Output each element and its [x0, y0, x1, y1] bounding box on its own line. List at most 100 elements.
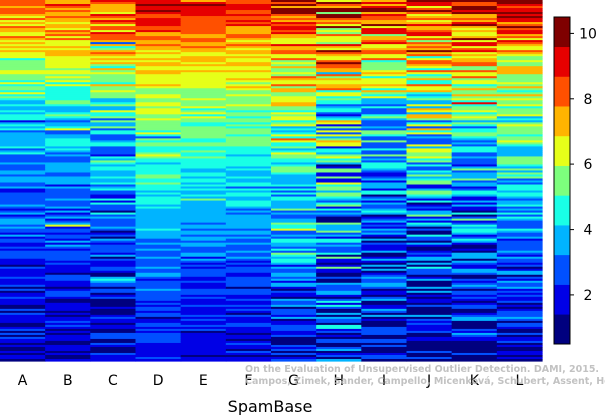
- heatmap-cell: [180, 190, 227, 194]
- heatmap-cell: [180, 158, 227, 162]
- heatmap-cell: [90, 104, 137, 107]
- heatmap-cell: [45, 248, 91, 252]
- heatmap-cell: [361, 74, 408, 77]
- heatmap-cell: [225, 100, 272, 103]
- heatmap-cell: [90, 226, 137, 230]
- heatmap-cell: [316, 168, 362, 172]
- heatmap-cell: [180, 52, 227, 55]
- heatmap-cell: [90, 286, 137, 290]
- heatmap-cell: [271, 14, 317, 17]
- heatmap-cell: [271, 58, 317, 61]
- heatmap-cell: [90, 324, 137, 328]
- heatmap-cell: [316, 230, 362, 234]
- heatmap-cell: [180, 254, 227, 258]
- heatmap-cell: [451, 24, 498, 27]
- heatmap-cell: [271, 32, 317, 35]
- heatmap-cell: [0, 108, 46, 111]
- heatmap-cell: [90, 134, 137, 137]
- heatmap-cell: [225, 62, 272, 65]
- heatmap-cell: [316, 74, 362, 77]
- heatmap-cell: [135, 156, 182, 160]
- heatmap-cell: [406, 220, 453, 224]
- heatmap-cell: [271, 112, 317, 115]
- heatmap-cell: [451, 170, 498, 174]
- heatmap-cell: [225, 52, 272, 55]
- heatmap-cell: [406, 194, 453, 198]
- heatmap-cell: [90, 98, 137, 101]
- heatmap-cell: [406, 72, 453, 75]
- heatmap-cell: [90, 244, 137, 248]
- heatmap-cell: [225, 348, 272, 352]
- heatmap-cell: [0, 32, 46, 35]
- heatmap-cell: [406, 168, 453, 172]
- heatmap-cell: [361, 280, 408, 284]
- heatmap-cell: [406, 0, 453, 3]
- heatmap-cell: [496, 306, 543, 310]
- heatmap-cell: [496, 126, 543, 129]
- heatmap-cell: [0, 320, 46, 324]
- heatmap-cell: [271, 96, 317, 99]
- heatmap-cell: [271, 176, 317, 180]
- heatmap-cell: [496, 276, 543, 280]
- heatmap-cell: [225, 264, 272, 268]
- heatmap-cell: [271, 70, 317, 73]
- heatmap-cell: [361, 214, 408, 218]
- heatmap-cell: [135, 326, 182, 330]
- heatmap-cell: [90, 332, 137, 336]
- heatmap-cell: [271, 170, 317, 174]
- heatmap-cell: [180, 272, 227, 276]
- heatmap-cell: [180, 188, 227, 192]
- heatmap-cell: [271, 186, 317, 190]
- heatmap-cell: [406, 186, 453, 190]
- heatmap-cell: [271, 330, 317, 334]
- heatmap-cell: [406, 82, 453, 85]
- heatmap-cell: [406, 98, 453, 101]
- heatmap-cell: [316, 166, 362, 170]
- heatmap-cell: [451, 68, 498, 71]
- heatmap-cell: [135, 94, 182, 97]
- heatmap-cell: [225, 50, 272, 53]
- heatmap-cell: [45, 268, 91, 272]
- heatmap-cell: [271, 284, 317, 288]
- heatmap-cell: [361, 356, 408, 360]
- heatmap-cell: [45, 166, 91, 170]
- heatmap-cell: [180, 354, 227, 358]
- heatmap-cell: [135, 272, 182, 276]
- heatmap-cell: [406, 96, 453, 99]
- heatmap-cell: [271, 334, 317, 338]
- heatmap-cell: [271, 340, 317, 344]
- heatmap-cell: [90, 32, 137, 35]
- heatmap-cell: [361, 304, 408, 308]
- heatmap-cell: [45, 4, 91, 7]
- heatmap-cell: [271, 196, 317, 200]
- heatmap-cell: [90, 106, 137, 109]
- heatmap-cell: [45, 336, 91, 340]
- heatmap-cell: [0, 326, 46, 330]
- heatmap-cell: [180, 80, 227, 83]
- heatmap-cell: [45, 238, 91, 242]
- heatmap-cell: [90, 44, 137, 47]
- heatmap-cell: [225, 318, 272, 322]
- heatmap-cell: [406, 200, 453, 204]
- heatmap-cell: [361, 178, 408, 182]
- heatmap-cell: [406, 122, 453, 125]
- heatmap-cell: [406, 6, 453, 9]
- heatmap-cell: [135, 262, 182, 266]
- heatmap-cell: [180, 348, 227, 352]
- heatmap-cell: [316, 88, 362, 91]
- heatmap-cell: [0, 12, 46, 15]
- heatmap-cell: [451, 104, 498, 107]
- heatmap-cell: [271, 22, 317, 25]
- heatmap-cell: [451, 246, 498, 250]
- heatmap-cell: [451, 74, 498, 77]
- heatmap-cell: [90, 306, 137, 310]
- heatmap-cell: [135, 310, 182, 314]
- heatmap-cell: [180, 236, 227, 240]
- heatmap-cell: [180, 344, 227, 348]
- heatmap-cell: [45, 38, 91, 41]
- heatmap-cell: [361, 312, 408, 316]
- heatmap-cell: [225, 8, 272, 11]
- heatmap-cell: [225, 68, 272, 71]
- heatmap-cell: [45, 80, 91, 83]
- heatmap-cell: [451, 50, 498, 53]
